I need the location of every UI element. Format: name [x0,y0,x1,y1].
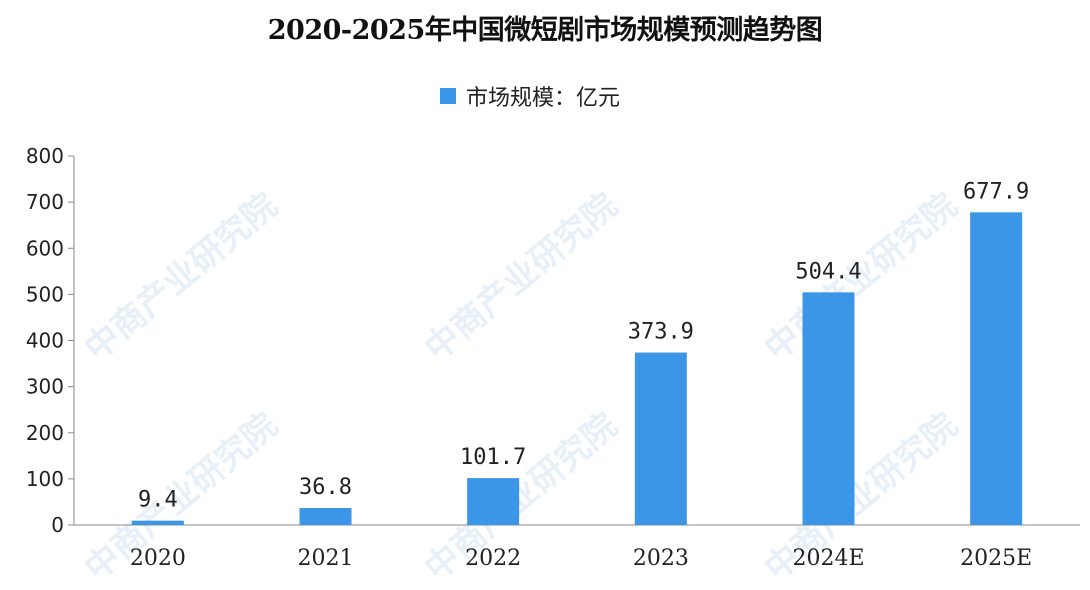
x-tick-label: 2022 [465,546,521,571]
x-tick-label: 2023 [633,546,689,571]
bar [970,212,1023,526]
y-tick-label: 800 [26,144,64,168]
bar [467,478,520,525]
y-tick-label: 300 [26,375,64,399]
data-label: 36.8 [299,475,352,500]
y-tick-label: 600 [26,236,64,260]
y-tick-label: 700 [26,190,64,214]
bar [802,292,855,525]
y-tick-label: 200 [26,421,64,445]
bar [299,508,352,525]
y-tick-label: 100 [26,467,64,491]
y-tick-label: 400 [26,329,64,353]
x-tick-label: 2024E [792,546,864,571]
y-tick-label: 500 [26,282,64,306]
x-tick-label: 2021 [298,546,354,571]
legend: 市场规模：亿元 [440,80,620,112]
x-tick-label: 2025E [960,546,1032,571]
bar [131,520,184,525]
y-tick-label: 0 [51,513,64,537]
data-label: 101.7 [460,445,526,470]
data-label: 373.9 [628,320,694,345]
legend-label: 市场规模：亿元 [466,86,621,111]
data-label: 677.9 [963,179,1029,204]
data-label: 504.4 [795,259,861,284]
legend-swatch [440,88,456,104]
x-tick-label: 2020 [130,546,186,571]
chart-title: 2020-2025年中国微短剧市场规模预测趋势图 [267,15,823,46]
bar [634,352,687,525]
data-label: 9.4 [138,488,178,513]
